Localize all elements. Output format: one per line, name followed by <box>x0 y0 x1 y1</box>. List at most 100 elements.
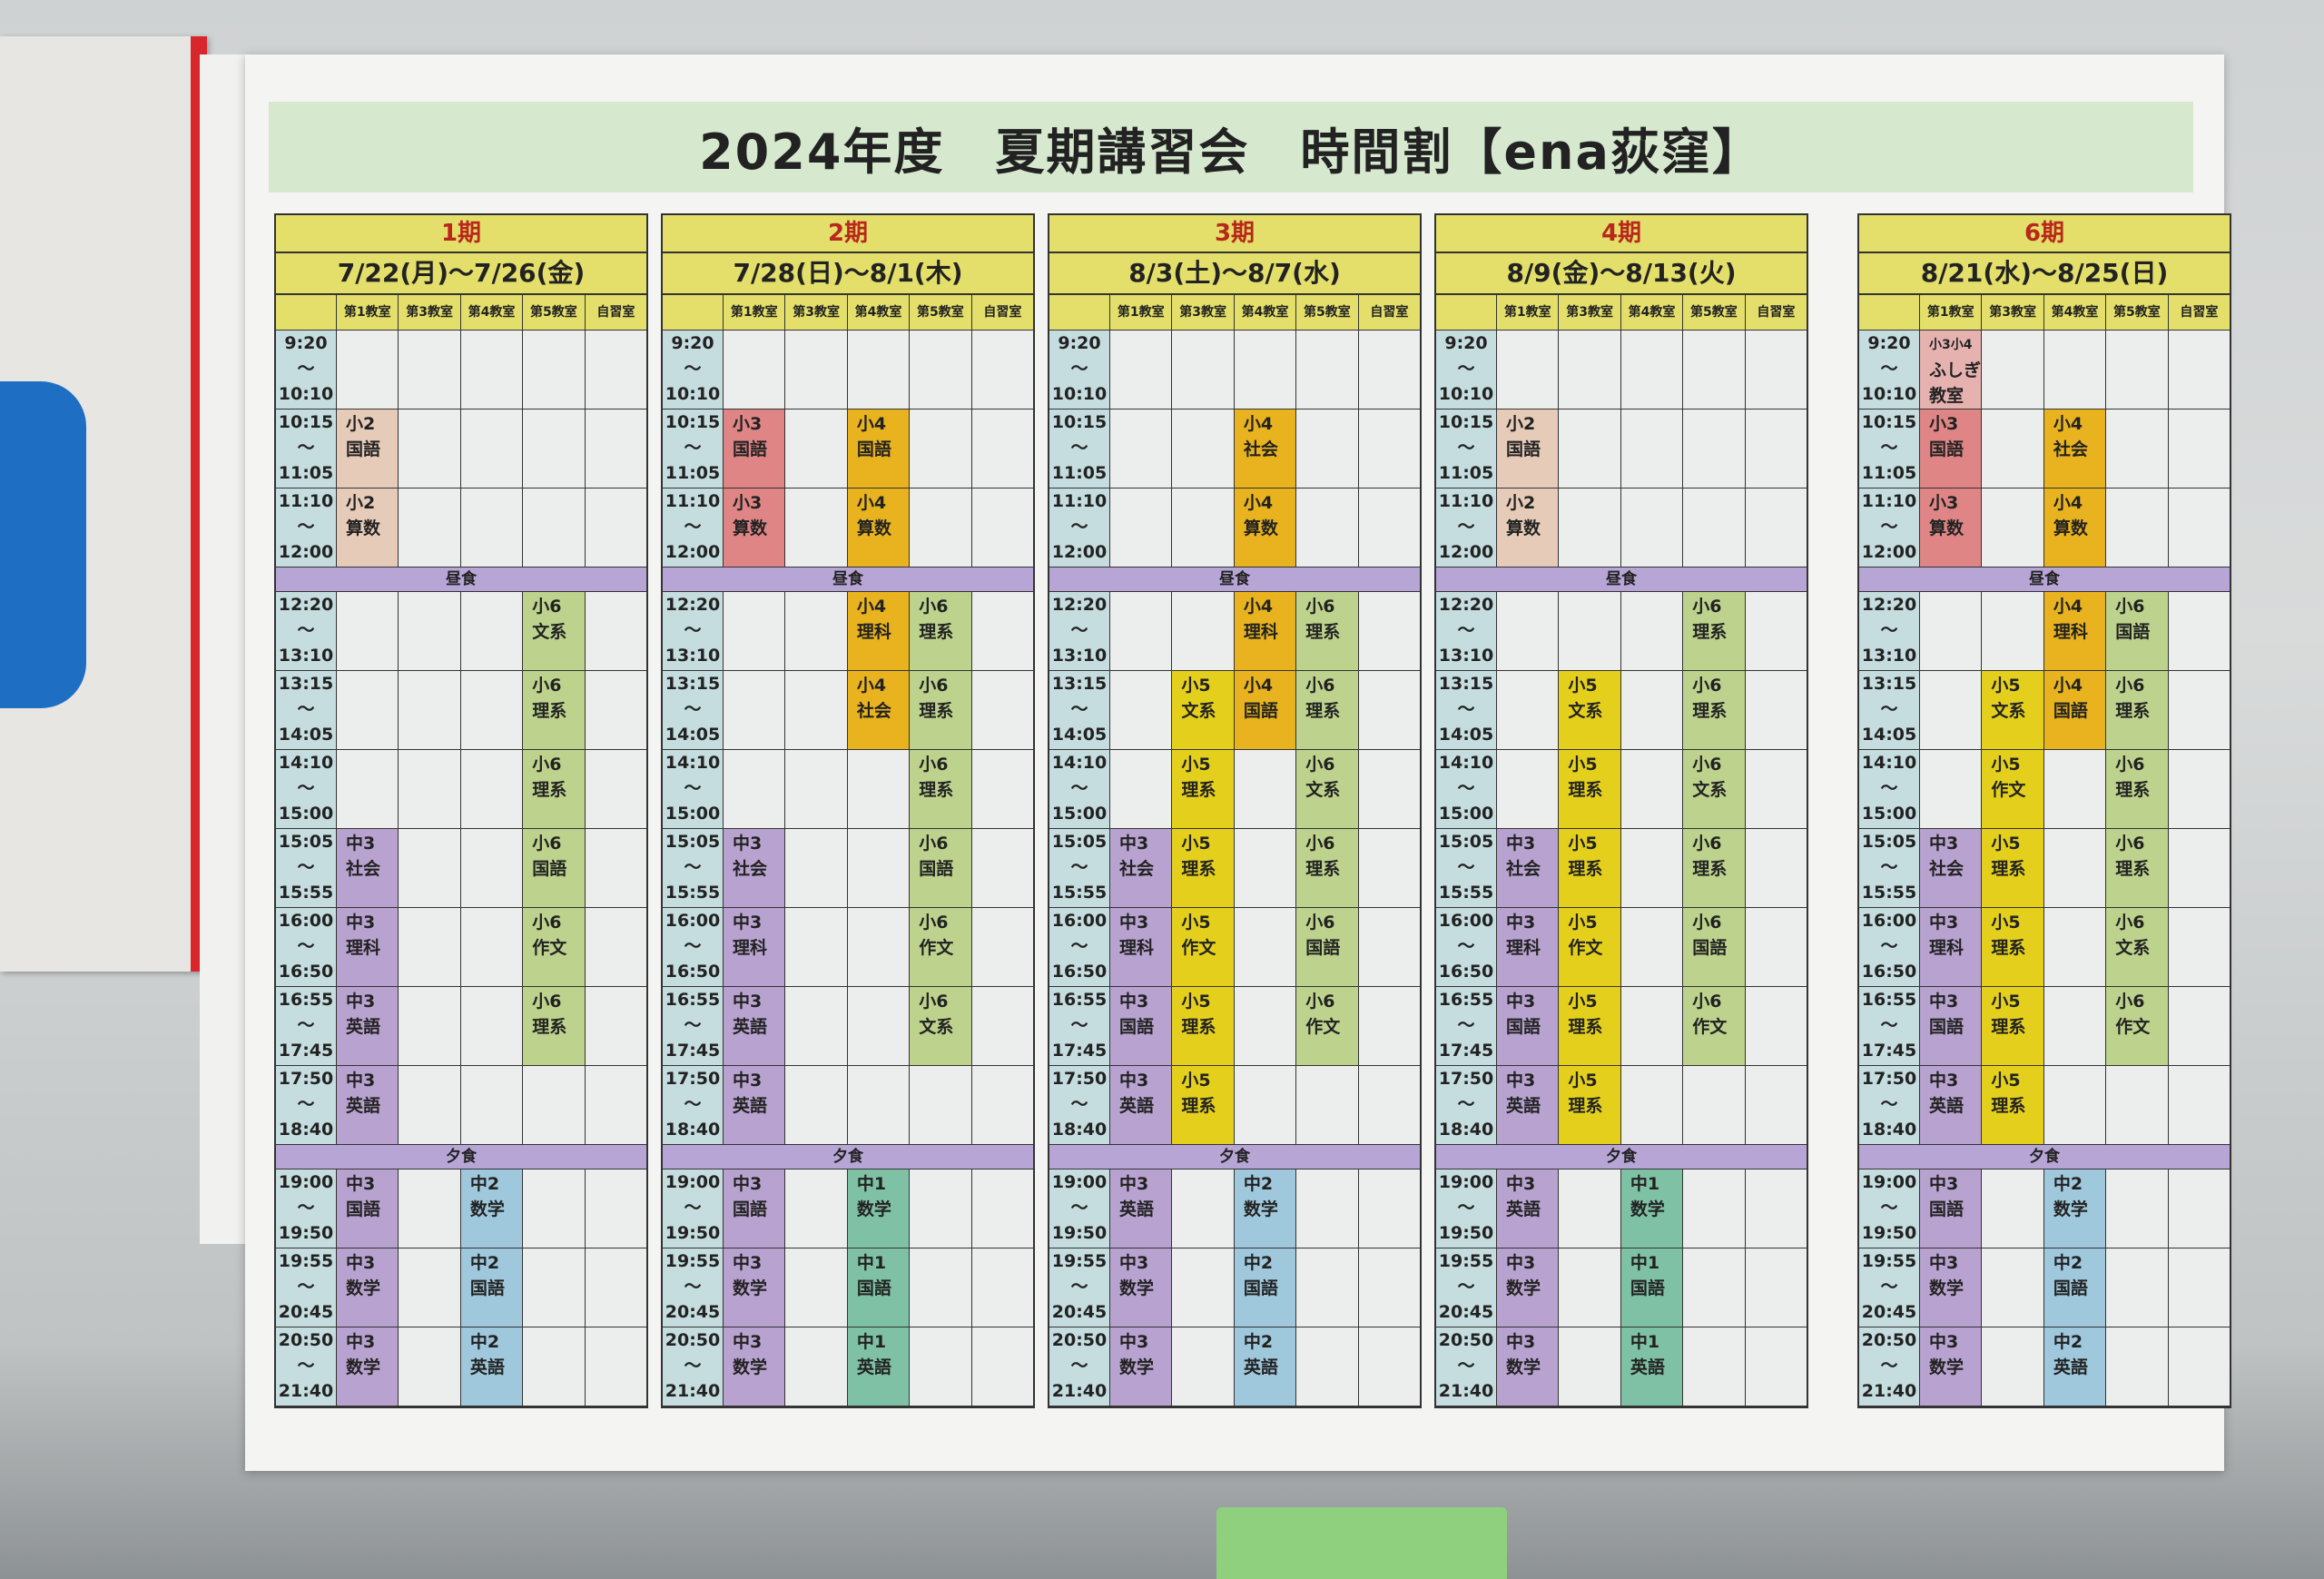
time-text: ～ <box>1457 1015 1475 1035</box>
time-text: 12:00 <box>1861 542 1917 562</box>
class-cell <box>461 1066 524 1144</box>
class-cell <box>1559 489 1621 567</box>
class-cell <box>724 592 786 670</box>
time-slot-row: 15:05 ～ 15:55 中3 社会 小5 理系 小6 理系 <box>1049 829 1420 908</box>
class-text: 中3 <box>1119 1253 1149 1273</box>
class-text: 理系 <box>532 701 567 721</box>
class-text: 小6 <box>2115 597 2145 617</box>
class-text: 中3 <box>1929 834 1959 854</box>
time-text: ～ <box>297 359 315 379</box>
class-cell-小6: 小6 理系 <box>910 592 972 670</box>
class-text: 理系 <box>532 1017 567 1037</box>
class-cell-小3: 小3 算数 <box>724 489 786 567</box>
time-slot-row: 10:15 ～ 11:05 小4 社会 <box>1049 410 1420 489</box>
time-text: ～ <box>684 936 702 956</box>
time-cell: 16:00 ～ 16:50 <box>1436 908 1497 986</box>
class-cell <box>1982 331 2044 409</box>
time-text: ～ <box>1880 699 1898 719</box>
time-cell: 11:10 ～ 12:00 <box>1436 489 1497 567</box>
time-text: 10:10 <box>278 384 334 404</box>
class-cell-小2: 小2 算数 <box>1497 489 1560 567</box>
time-slot-row: 16:00 ～ 16:50 中3 理科 小6 作文 <box>663 908 1033 987</box>
time-text: 14:05 <box>1861 725 1917 745</box>
time-text: ～ <box>1880 1198 1898 1218</box>
class-text: 中3 <box>346 992 376 1012</box>
class-cell <box>1296 331 1359 409</box>
class-cell <box>399 671 461 749</box>
class-text: 国語 <box>1692 938 1728 958</box>
class-cell <box>586 489 646 567</box>
time-slot-row: 20:50 ～ 21:40 中3 数学 中2 英語 <box>1859 1327 2230 1406</box>
time-text: 14:10 <box>278 753 334 773</box>
class-text: 数学 <box>1119 1278 1155 1298</box>
class-cell-中2: 中2 英語 <box>2043 1327 2107 1406</box>
class-cell-小5: 小5 作文 <box>1172 908 1235 986</box>
class-text: 社会 <box>1119 859 1155 879</box>
class-text: 中3 <box>346 1332 376 1352</box>
time-text: 20:45 <box>1438 1302 1494 1322</box>
class-text: 中3 <box>1119 1332 1149 1352</box>
class-cell <box>1559 592 1621 670</box>
class-cell-小5: 小5 理系 <box>1172 1066 1235 1144</box>
time-cell: 17:50 ～ 18:40 <box>1049 1066 1110 1144</box>
class-text: 中2 <box>2053 1174 2083 1194</box>
class-text: 中3 <box>346 1174 376 1194</box>
class-cell <box>724 750 786 828</box>
class-text: 作文 <box>919 938 954 958</box>
time-slot-row: 20:50 ～ 21:40 中3 数学 中2 英語 <box>1049 1327 1420 1406</box>
class-cell <box>461 592 524 670</box>
poster-logo-shape <box>0 381 86 708</box>
time-text: 14:05 <box>665 725 721 745</box>
class-cell <box>1359 1066 1420 1144</box>
class-cell-中3: 中3 英語 <box>724 1066 786 1144</box>
time-cell: 13:15 ～ 14:05 <box>276 671 337 749</box>
time-text: 14:05 <box>1051 725 1108 745</box>
class-text: 理科 <box>1506 938 1541 958</box>
time-text: 11:05 <box>278 463 334 483</box>
class-text: 中3 <box>1119 1174 1149 1194</box>
class-cell <box>972 750 1033 828</box>
class-text: 理系 <box>1692 701 1728 721</box>
class-cell <box>586 1169 646 1248</box>
time-cell: 16:00 ～ 16:50 <box>663 908 724 986</box>
class-cell <box>1296 1327 1359 1406</box>
time-text: 21:40 <box>278 1381 334 1401</box>
class-cell <box>399 592 461 670</box>
time-slot-row: 16:00 ～ 16:50 中3 理科 小5 作文 小6 国語 <box>1436 908 1807 987</box>
time-slot-row: 11:10 ～ 12:00 小2 算数 <box>276 489 646 567</box>
class-cell <box>1621 829 1684 907</box>
class-cell-小3: 小3 算数 <box>1920 489 1983 567</box>
class-text: 社会 <box>346 859 381 879</box>
time-text: 14:10 <box>665 753 721 773</box>
class-text: 算数 <box>856 518 891 538</box>
time-text: 20:50 <box>1438 1330 1494 1350</box>
class-cell <box>2044 750 2107 828</box>
time-text: 16:50 <box>278 962 334 982</box>
class-text: 小6 <box>1692 834 1722 854</box>
class-cell <box>972 987 1033 1065</box>
time-text: 15:00 <box>1438 804 1494 824</box>
class-cell <box>461 987 524 1065</box>
class-cell <box>2169 1248 2230 1327</box>
time-text: ～ <box>684 778 702 798</box>
class-cell-中3: 中3 英語 <box>1497 1066 1560 1144</box>
class-cell-小5: 小5 理系 <box>1982 1066 2044 1144</box>
dinner-break-bar: 夕食 <box>663 1145 1033 1169</box>
time-text: 15:55 <box>1861 883 1917 903</box>
time-text: 15:55 <box>1051 883 1108 903</box>
period-table: 2期 7/28(日)～8/1(木) 第1教室 第3教室 第4教室 第5教室 自習室 9:20 ～… <box>661 213 1035 1408</box>
class-cell <box>1359 489 1420 567</box>
time-text: 15:05 <box>1051 832 1108 852</box>
time-text: ～ <box>1880 517 1898 537</box>
time-cell: 14:10 ～ 15:00 <box>1436 750 1497 828</box>
time-text: 12:00 <box>1051 542 1108 562</box>
room-header: 第5教室 <box>523 295 586 330</box>
class-cell-小5: 小5 理系 <box>1172 987 1235 1065</box>
time-text: 17:45 <box>1051 1041 1108 1061</box>
time-text: 19:55 <box>1051 1251 1108 1271</box>
class-text: 算数 <box>2053 518 2088 538</box>
class-cell <box>399 1169 461 1248</box>
time-text: 10:10 <box>1051 384 1108 404</box>
time-text: 16:00 <box>1051 911 1108 931</box>
class-cell <box>2106 1066 2169 1144</box>
